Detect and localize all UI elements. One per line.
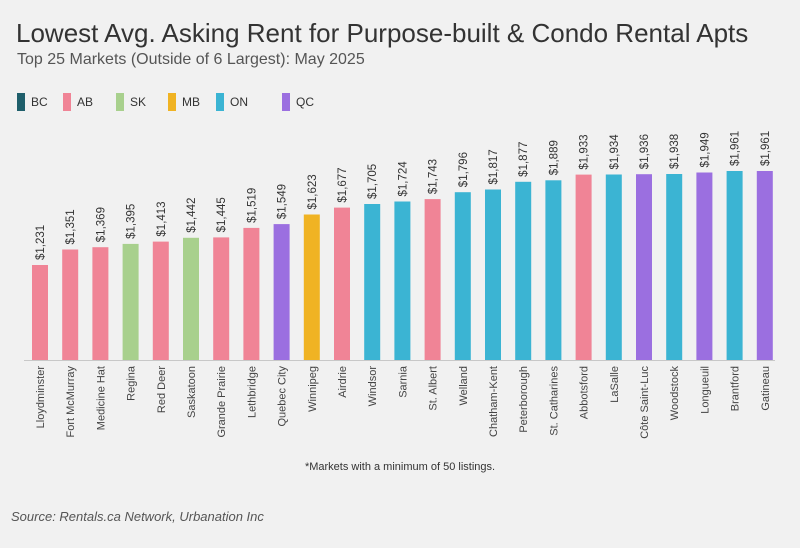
legend-swatch bbox=[17, 93, 25, 111]
bar bbox=[545, 180, 562, 360]
x-tick-label: Fort McMurray bbox=[65, 366, 77, 438]
bar bbox=[666, 174, 683, 360]
data-label: $1,413 bbox=[156, 201, 168, 236]
x-tick-label: Lethbridge bbox=[246, 366, 258, 418]
bar bbox=[62, 249, 79, 360]
x-tick-label: LaSalle bbox=[609, 366, 621, 403]
data-label: $1,549 bbox=[277, 184, 289, 219]
data-label: $1,231 bbox=[35, 225, 47, 260]
data-label: $1,445 bbox=[216, 197, 228, 232]
bar bbox=[334, 207, 350, 360]
data-label: $1,817 bbox=[488, 149, 500, 184]
legend-item-on: ON bbox=[216, 93, 248, 111]
x-tick-label: Chatham-Kent bbox=[488, 366, 500, 437]
data-label: $1,369 bbox=[95, 207, 107, 242]
data-label: $1,351 bbox=[65, 209, 77, 244]
bar bbox=[394, 201, 411, 360]
legend-label: SK bbox=[130, 95, 147, 109]
x-tick-label: Gatineau bbox=[760, 366, 772, 411]
chart-title: Lowest Avg. Asking Rent for Purpose-buil… bbox=[16, 18, 749, 48]
x-tick-label: Welland bbox=[458, 366, 470, 406]
legend-item-sk: SK bbox=[116, 93, 146, 111]
x-tick-label: Winnipeg bbox=[307, 366, 319, 412]
legend-item-ab: AB bbox=[63, 93, 93, 111]
x-tick-label: St. Albert bbox=[428, 366, 440, 411]
data-label: $1,796 bbox=[458, 152, 470, 187]
x-tick-label: Saskatoon bbox=[186, 366, 198, 418]
x-tick-label: Airdrie bbox=[337, 366, 349, 398]
legend-item-bc: BC bbox=[17, 93, 48, 111]
x-tick-label: Quebec City bbox=[277, 366, 289, 427]
data-label: $1,724 bbox=[397, 161, 409, 197]
data-label: $1,442 bbox=[186, 198, 198, 233]
legend-label: QC bbox=[296, 95, 314, 109]
bar bbox=[575, 174, 592, 360]
legend-label: ON bbox=[230, 95, 248, 109]
x-tick-label: Longueuil bbox=[699, 366, 711, 414]
data-label: $1,961 bbox=[730, 131, 742, 166]
legend-swatch bbox=[168, 93, 176, 111]
bar bbox=[32, 265, 48, 360]
x-tick-label: Brantford bbox=[730, 366, 742, 411]
bar bbox=[485, 189, 501, 360]
legend-label: BC bbox=[31, 95, 48, 109]
x-tick-label: Windsor bbox=[367, 366, 379, 407]
legend-label: AB bbox=[77, 95, 94, 109]
bar bbox=[303, 214, 320, 360]
legend-item-mb: MB bbox=[168, 93, 200, 111]
chart-subtitle: Top 25 Markets (Outside of 6 Largest): M… bbox=[17, 51, 365, 68]
source-note: Source: Rentals.ca Network, Urbanation I… bbox=[11, 509, 264, 524]
legend-swatch bbox=[63, 93, 71, 111]
bar bbox=[696, 172, 713, 360]
x-tick-label: Regina bbox=[126, 365, 138, 401]
data-label: $1,743 bbox=[428, 159, 440, 194]
bar bbox=[454, 192, 471, 360]
data-label: $1,934 bbox=[609, 134, 621, 170]
x-tick-label: Abbotsford bbox=[579, 366, 591, 419]
data-label: $1,936 bbox=[639, 134, 651, 169]
data-label: $1,623 bbox=[307, 174, 319, 209]
data-label: $1,889 bbox=[548, 140, 560, 175]
data-label: $1,938 bbox=[669, 134, 681, 169]
x-tick-label: Lloydminster bbox=[35, 366, 47, 429]
bar bbox=[726, 171, 743, 360]
data-label: $1,677 bbox=[337, 167, 349, 202]
bar bbox=[364, 204, 381, 360]
x-tick-label: Medicine Hat bbox=[95, 366, 107, 430]
data-label: $1,395 bbox=[126, 204, 138, 239]
bar bbox=[183, 237, 199, 360]
legend-swatch bbox=[216, 93, 224, 111]
bar bbox=[756, 171, 773, 360]
bar bbox=[273, 224, 290, 360]
bar bbox=[605, 174, 622, 360]
bar bbox=[424, 199, 441, 360]
legend-item-qc: QC bbox=[282, 93, 314, 111]
x-tick-label: Red Deer bbox=[156, 366, 168, 413]
footnote: *Markets with a minimum of 50 listings. bbox=[304, 461, 496, 473]
bar bbox=[213, 237, 230, 360]
x-tick-label: Peterborough bbox=[518, 366, 530, 433]
x-tick-label: Grande Prairie bbox=[216, 366, 228, 438]
legend-label: MB bbox=[182, 95, 200, 109]
bar bbox=[636, 174, 652, 360]
data-label: $1,933 bbox=[579, 134, 591, 169]
data-label: $1,877 bbox=[518, 142, 530, 177]
bar bbox=[152, 241, 169, 360]
legend-swatch bbox=[116, 93, 124, 111]
bar bbox=[92, 247, 109, 360]
x-tick-label: Woodstock bbox=[669, 366, 681, 421]
x-tick-label: Côte Saint-Luc bbox=[639, 366, 651, 439]
data-label: $1,949 bbox=[699, 132, 711, 167]
bar bbox=[122, 243, 139, 360]
data-label: $1,961 bbox=[760, 131, 772, 166]
bar bbox=[515, 181, 532, 360]
data-label: $1,705 bbox=[367, 164, 379, 199]
x-tick-label: Sarnia bbox=[397, 365, 409, 398]
bar bbox=[243, 227, 260, 360]
data-label: $1,519 bbox=[246, 188, 258, 223]
x-tick-label: St. Catharines bbox=[548, 366, 560, 436]
legend-swatch bbox=[282, 93, 290, 111]
